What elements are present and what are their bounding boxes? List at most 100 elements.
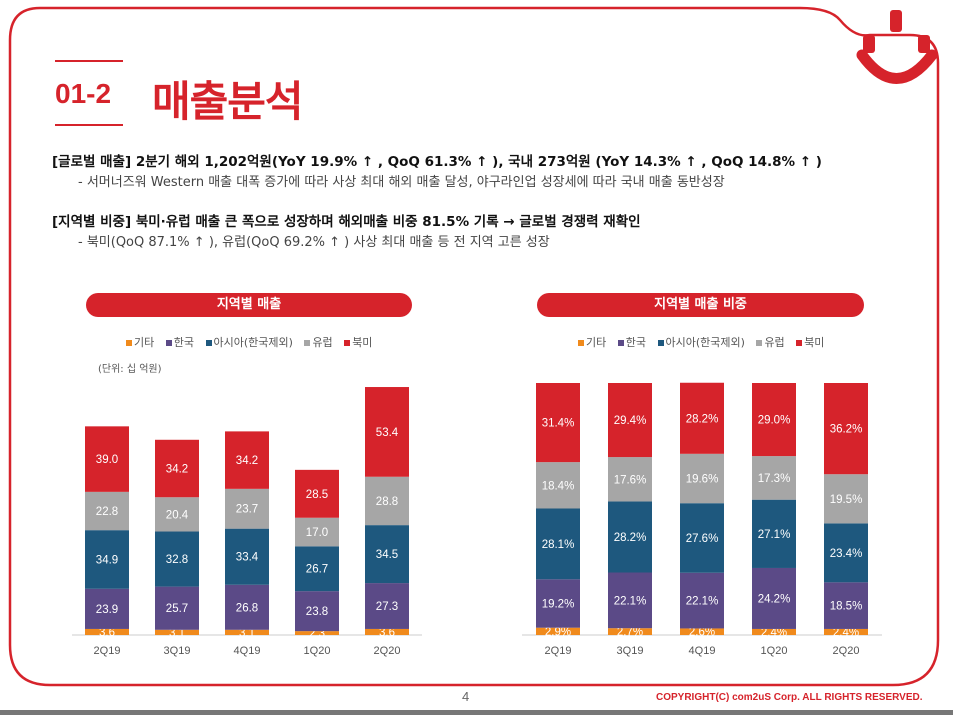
data-label-na-2Q19: 31.4%	[542, 418, 575, 430]
x-tick-label-2Q19: 2Q19	[545, 645, 572, 657]
chart-title-pill-share: 지역별 매출 비중	[537, 293, 864, 317]
data-label-europe-2Q19: 22.8	[96, 506, 118, 518]
data-label-europe-2Q19: 18.4%	[542, 480, 575, 492]
data-label-na-4Q19: 34.2	[236, 455, 258, 467]
bar-segment-korea-2Q19	[85, 588, 129, 629]
data-label-asia-4Q19: 33.4	[236, 552, 259, 564]
bar-segment-asia-1Q20	[295, 546, 339, 592]
bar-segment-korea-3Q19	[608, 572, 652, 629]
page-number: 4	[462, 689, 470, 704]
bar-segment-asia-2Q19	[85, 530, 129, 589]
legend-swatch-na	[344, 339, 351, 346]
data-label-etc-3Q19: 3.1	[169, 627, 185, 639]
x-tick-label-1Q20: 1Q20	[761, 645, 788, 657]
bar-segment-europe-1Q20	[295, 517, 339, 547]
legend-label-na: 북미	[352, 336, 373, 349]
bar-segment-asia-1Q20	[752, 499, 796, 568]
bar-segment-asia-3Q19	[608, 501, 652, 573]
bar-segment-korea-2Q20	[824, 582, 868, 629]
legend-label-korea: 한국	[625, 336, 646, 349]
bar-segment-asia-2Q20	[824, 523, 868, 583]
legend-swatch-etc	[126, 339, 132, 346]
data-label-asia-3Q19: 28.2%	[614, 532, 647, 544]
bar-segment-asia-3Q19	[155, 531, 199, 587]
data-label-etc-3Q19: 2.7%	[617, 627, 643, 639]
legend-swatch-etc	[578, 339, 584, 346]
bar-segment-na-2Q20	[365, 387, 409, 477]
bar-segment-etc-1Q20	[295, 631, 339, 635]
data-label-etc-2Q20: 3.6	[379, 627, 395, 639]
bar-segment-asia-2Q20	[365, 525, 409, 584]
data-label-na-1Q20: 28.5	[306, 489, 328, 501]
legend-label-korea: 한국	[173, 336, 194, 349]
legend-swatch-europe	[304, 339, 311, 346]
data-label-asia-2Q20: 34.5	[376, 549, 398, 561]
bar-segment-europe-2Q20	[824, 474, 868, 524]
legend-label-europe: 유럽	[764, 336, 785, 349]
data-label-korea-4Q19: 22.1%	[686, 596, 719, 608]
data-label-etc-4Q19: 3.1	[239, 627, 255, 639]
bar-segment-asia-2Q19	[536, 508, 580, 580]
data-label-korea-4Q19: 26.8	[236, 602, 258, 614]
bar-segment-europe-2Q19	[536, 462, 580, 509]
bar-segment-na-1Q20	[752, 383, 796, 457]
data-label-etc-2Q19: 3.6	[99, 627, 115, 639]
section-line-top	[55, 60, 123, 62]
x-tick-label-4Q19: 4Q19	[689, 645, 716, 657]
x-tick-label-3Q19: 3Q19	[164, 645, 191, 657]
bullet-detail-global: - 서머너즈워 Western 매출 대폭 증가에 따라 사상 최대 해외 매출…	[78, 175, 725, 190]
x-tick-label-1Q20: 1Q20	[304, 645, 331, 657]
bar-segment-etc-2Q20	[824, 628, 868, 635]
bar-segment-korea-2Q20	[365, 583, 409, 629]
data-label-asia-1Q20: 26.7	[306, 564, 328, 576]
data-label-korea-2Q19: 23.9	[96, 604, 118, 616]
bar-segment-na-4Q19	[225, 431, 269, 489]
unit-label: (단위: 십 억원)	[98, 364, 162, 375]
bar-segment-europe-3Q19	[608, 457, 652, 502]
legend-label-etc: 기타	[134, 336, 155, 349]
frame-border	[8, 6, 940, 687]
bar-segment-na-1Q20	[295, 469, 339, 518]
section-number: 01-2	[55, 78, 112, 109]
bar-segment-europe-3Q19	[155, 497, 199, 532]
bar-segment-asia-4Q19	[225, 528, 269, 585]
data-label-europe-2Q20: 28.8	[376, 496, 398, 508]
legend-label-europe: 유럽	[312, 336, 333, 349]
data-label-korea-2Q20: 27.3	[376, 601, 398, 613]
data-label-europe-1Q20: 17.3%	[758, 473, 791, 485]
x-tick-label-4Q19: 4Q19	[234, 645, 261, 657]
data-label-na-3Q19: 34.2	[166, 464, 188, 476]
chart-title-pill-revenue: 지역별 매출	[86, 293, 412, 317]
data-label-na-1Q20: 29.0%	[758, 415, 791, 427]
data-label-korea-1Q20: 23.8	[306, 606, 328, 618]
bar-segment-etc-2Q19	[536, 627, 580, 635]
data-label-korea-2Q20: 18.5%	[830, 601, 863, 613]
legend-swatch-asia	[205, 339, 212, 346]
x-tick-label-2Q20: 2Q20	[374, 645, 401, 657]
legend-swatch-na	[796, 339, 803, 346]
data-label-asia-4Q19: 27.6%	[686, 533, 719, 545]
data-label-korea-2Q19: 19.2%	[542, 599, 575, 611]
data-label-asia-2Q20: 23.4%	[830, 548, 863, 560]
data-label-korea-3Q19: 25.7	[166, 603, 188, 615]
smile-logo-icon	[856, 10, 938, 84]
legend-label-asia: 아시아(한국제외)	[665, 336, 745, 349]
legend-label-na: 북미	[804, 336, 825, 349]
bar-segment-na-2Q19	[536, 383, 580, 463]
data-label-na-3Q19: 29.4%	[614, 415, 647, 427]
data-label-na-4Q19: 28.2%	[686, 413, 719, 425]
bar-segment-etc-3Q19	[155, 629, 199, 635]
legend-label-etc: 기타	[586, 336, 607, 349]
legend-revenue: 기타 한국 아시아(한국제외) 유럽 북미	[118, 334, 372, 350]
data-label-korea-3Q19: 22.1%	[614, 595, 647, 607]
bullet-detail-region: - 북미(QoQ 87.1% ↑ ), 유럽(QoQ 69.2% ↑ ) 사상 …	[78, 235, 550, 250]
bar-segment-korea-1Q20	[295, 591, 339, 632]
bar-segment-korea-3Q19	[155, 586, 199, 630]
section-line-bottom	[55, 124, 123, 126]
legend-share: 기타 한국 아시아(한국제외) 유럽 북미	[570, 334, 824, 350]
bar-segment-na-3Q19	[608, 383, 652, 458]
bullet-headline-global: [글로벌 매출] 2분기 해외 1,202억원(YoY 19.9% ↑ , Qo…	[52, 154, 822, 170]
data-label-europe-2Q20: 19.5%	[830, 494, 863, 506]
